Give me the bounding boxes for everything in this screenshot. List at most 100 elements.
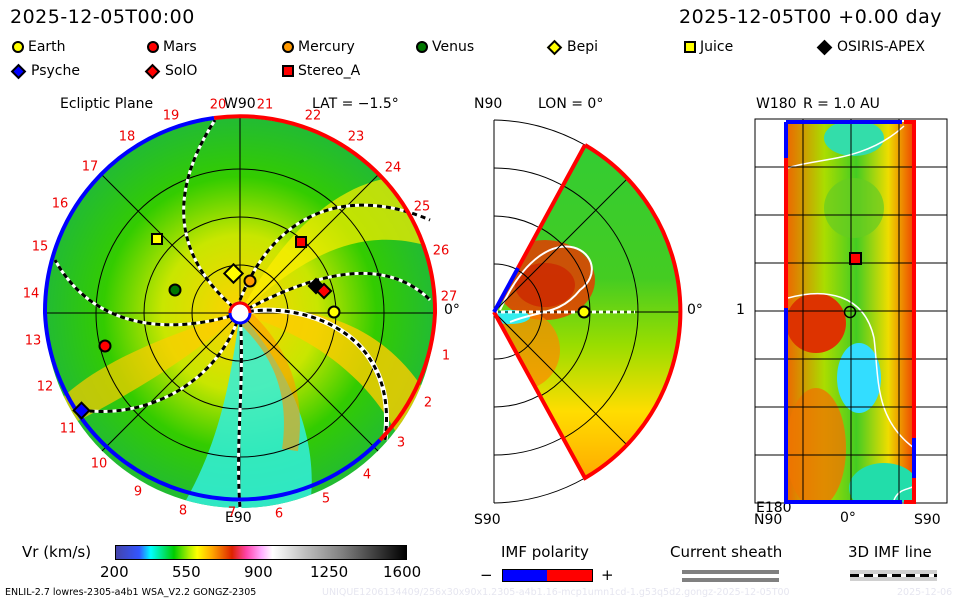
carrington-tick: 7 (227, 505, 237, 521)
stereo-a-marker (849, 252, 862, 265)
mercury-marker (243, 274, 257, 288)
carrington-tick: 3 (396, 435, 406, 451)
juice-marker (151, 233, 163, 245)
legend-stereo-a: Stereo_A (282, 63, 360, 79)
psyche-marker (72, 401, 91, 420)
mars-marker (98, 339, 112, 353)
legend-osiris-apex: OSIRIS-APEX (816, 39, 925, 55)
carrington-tick: 13 (24, 333, 42, 349)
stereo-a-marker (295, 236, 307, 248)
colorbar-tick: 900 (244, 563, 273, 581)
current-sheath-line-icon (682, 578, 779, 582)
sphere-positive-boundary-right (904, 120, 916, 438)
mars-marker-icon (147, 41, 159, 53)
carrington-tick: 15 (31, 239, 49, 255)
current-sheath-label: Current sheath (670, 543, 783, 561)
imf-negative-swatch (502, 569, 548, 582)
meridional-lon-label: LON = 0° (538, 96, 604, 112)
ecliptic-lat-label: LAT = −1.5° (312, 96, 399, 112)
carrington-tick: 12 (36, 379, 54, 395)
carrington-tick: 4 (362, 467, 372, 483)
legend-juice: Juice (684, 39, 733, 55)
imf-minus-label: − (480, 566, 493, 584)
sphere-top-left-label: W180 (756, 96, 797, 112)
carrington-tick: 2 (423, 395, 433, 411)
carrington-tick: 16 (51, 196, 69, 212)
ecliptic-title: Ecliptic Plane (60, 96, 154, 112)
earth-marker (577, 305, 591, 319)
ecliptic-plane-plot (42, 114, 438, 509)
current-sheath-line-icon (682, 570, 779, 574)
osiris-apex-marker-icon (816, 39, 833, 55)
venus-marker (168, 283, 182, 297)
sphere-x-label-n90: N90 (754, 512, 783, 528)
carrington-tick: 24 (384, 160, 402, 176)
carrington-tick: 8 (178, 503, 188, 519)
carrington-tick: 6 (274, 506, 284, 522)
legend-bepi: Bepi (546, 39, 598, 55)
solo-marker (315, 282, 333, 300)
legend-mercury: Mercury (282, 39, 355, 55)
carrington-tick: 11 (59, 421, 77, 437)
meridional-top-label: N90 (474, 96, 503, 112)
slow-wind-band-3 (240, 176, 435, 313)
sphere-x-label-s90: S90 (914, 512, 941, 528)
carrington-tick: 1 (441, 348, 451, 364)
imf-positive-swatch (547, 569, 593, 582)
carrington-tick: 9 (133, 484, 143, 500)
carrington-tick: 25 (413, 199, 431, 215)
colorbar-tick: 200 (100, 563, 129, 581)
ecliptic-top-label: W90 (224, 96, 256, 112)
earth-marker (843, 305, 857, 319)
colorbar-tick: 550 (172, 563, 201, 581)
colorbar-tick: 1250 (310, 563, 349, 581)
sphere-bottom-left-label: E180 (756, 500, 792, 516)
carrington-tick: 22 (304, 108, 322, 124)
colorbar-tick: 1600 (383, 563, 422, 581)
run-date: 2025-12-06 (897, 587, 953, 598)
venus-marker-icon (416, 41, 428, 53)
imf-plus-label: + (601, 566, 614, 584)
juice-marker-icon (684, 41, 696, 53)
meridional-right-label: 0° (687, 302, 703, 318)
carrington-tick: 20 (209, 97, 227, 113)
bepi-marker-icon (546, 39, 563, 55)
start-time-label: 2025-12-05T00:00 (10, 6, 195, 28)
stereo-a-marker-icon (282, 65, 294, 77)
ecliptic-positive-boundary (213, 114, 438, 442)
imf-line-icon (850, 570, 937, 581)
carrington-tick: 14 (22, 286, 40, 302)
imf-line-label: 3D IMF line (848, 543, 932, 561)
legend-mars: Mars (147, 39, 197, 55)
meridional-plot (492, 119, 683, 504)
colorbar-label: Vr (km/s) (22, 543, 92, 561)
model-info: ENLIL-2.7 lowres-2305-a4b1 WSA_V2.2 GONG… (5, 587, 257, 598)
elapsed-time-label: 2025-12-05T00 +0.00 day (679, 6, 942, 28)
ecliptic-negative-boundary (42, 116, 382, 502)
bepi-marker (222, 262, 245, 285)
slow-wind-band (240, 310, 435, 440)
sphere-x-label-0: 0° (840, 510, 856, 526)
carrington-tick: 23 (347, 129, 365, 145)
carrington-tick: 17 (81, 159, 99, 175)
mercury-marker-icon (282, 41, 294, 53)
velocity-colorbar (115, 545, 407, 560)
carrington-tick: 18 (118, 129, 136, 145)
meridional-bottom-label: S90 (474, 512, 501, 528)
meridional-negative-boundary (492, 267, 520, 313)
meridional-positive-boundary (492, 143, 683, 481)
legend-solo: SolO (144, 63, 197, 79)
sphere-y-label: 1 (736, 302, 745, 318)
carrington-tick: 10 (90, 456, 108, 472)
carrington-tick: 19 (162, 108, 180, 124)
sphere-plot (754, 118, 948, 504)
slow-wind-band-2 (60, 313, 240, 430)
carrington-tick: 27 (440, 289, 458, 305)
ecliptic-right-label: 0° (444, 302, 460, 318)
earth-marker-icon (12, 41, 24, 53)
legend-earth: Earth (12, 39, 66, 55)
carrington-tick: 26 (432, 243, 450, 259)
imf-polarity-label: IMF polarity (501, 543, 589, 561)
carrington-tick: 21 (256, 97, 274, 113)
sphere-title: R = 1.0 AU (803, 96, 880, 112)
